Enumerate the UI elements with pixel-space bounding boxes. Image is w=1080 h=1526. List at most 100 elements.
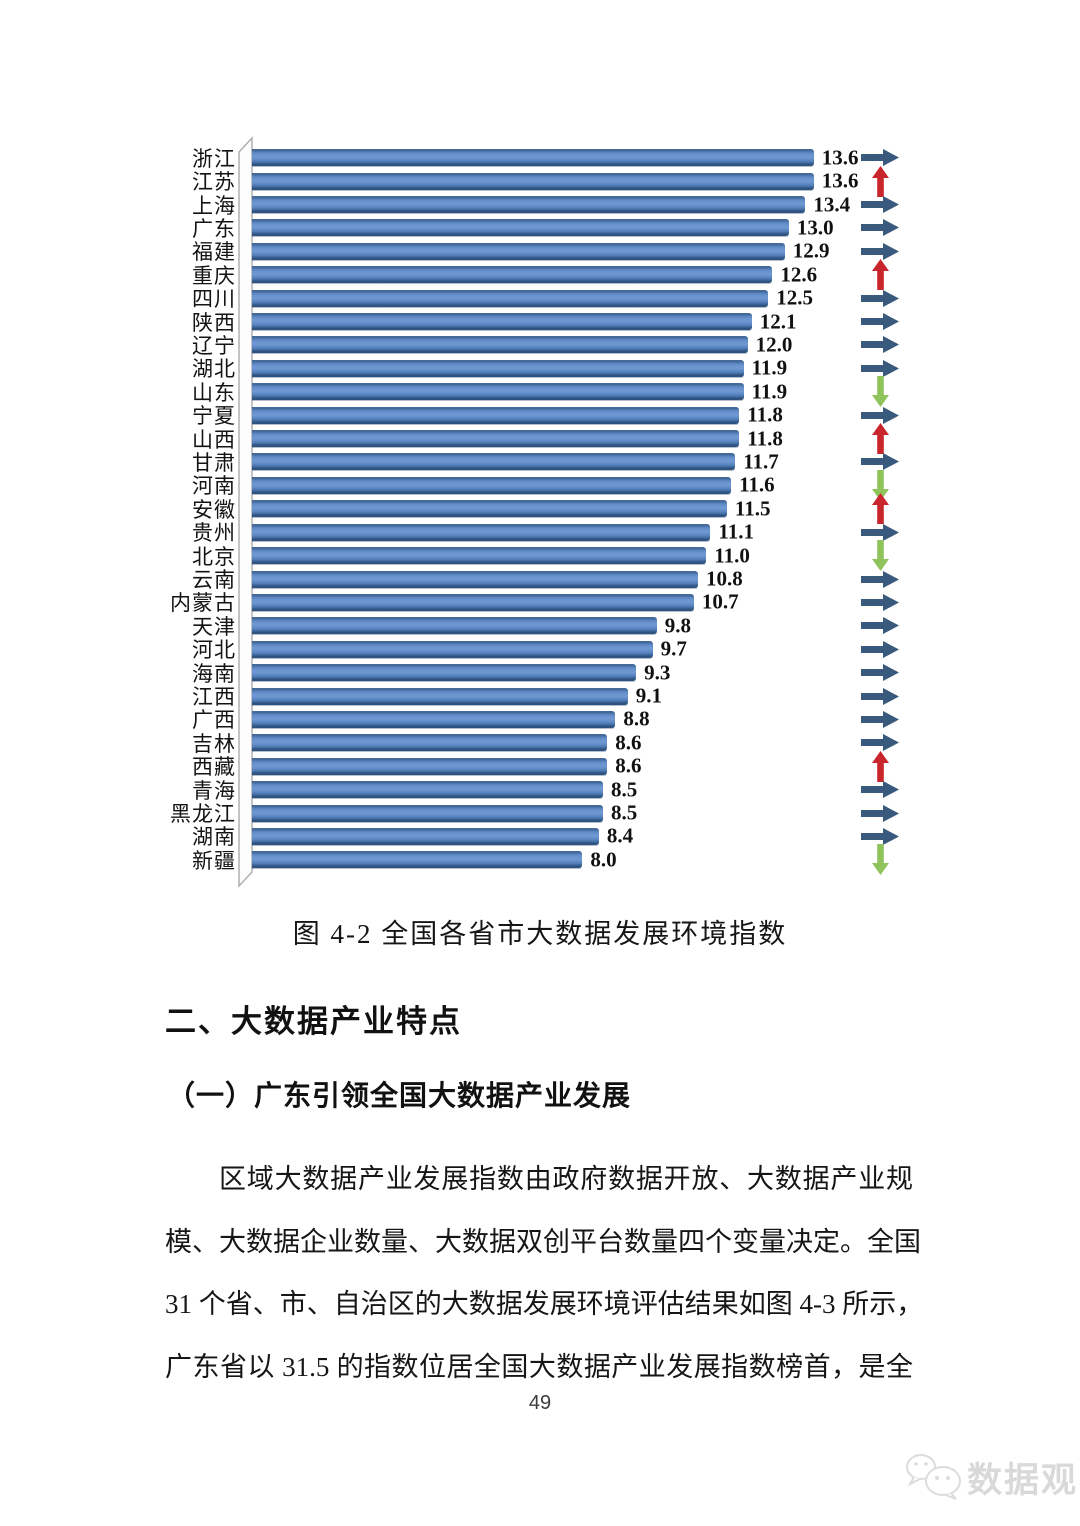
bar-track: 12.1 — [252, 309, 852, 333]
chart-row: 湖北 11.9 — [0, 356, 930, 381]
trend-cell — [852, 825, 908, 848]
bar — [252, 149, 814, 167]
category-label: 湖南 — [192, 825, 236, 850]
value-label: 8.0 — [590, 847, 617, 872]
bar — [252, 500, 727, 518]
trend-cell — [852, 165, 908, 197]
bar-track: 11.8 — [252, 403, 852, 427]
category-label: 北京 — [192, 544, 236, 569]
bar-track: 8.4 — [252, 824, 852, 848]
watermark-text: 数据观 — [967, 1460, 1079, 1500]
bar — [252, 453, 736, 471]
chart-row: 广西 8.8 — [0, 707, 930, 732]
trend-cell — [852, 708, 908, 731]
trend-up-icon — [871, 165, 889, 197]
bar — [252, 289, 769, 307]
trend-right-icon — [861, 219, 899, 237]
bar-track: 12.9 — [252, 239, 852, 263]
chart-row: 北京 11.0 — [0, 540, 930, 572]
bar — [252, 430, 740, 448]
category-label: 云南 — [192, 568, 236, 593]
bar — [252, 640, 653, 658]
trend-cell — [852, 403, 908, 426]
trend-cell — [852, 493, 908, 525]
trend-right-icon — [861, 453, 899, 471]
category-label: 贵州 — [192, 521, 236, 546]
value-label: 13.4 — [813, 192, 851, 217]
paragraph-line: 模、大数据企业数量、大数据双创平台数量四个变量决定。全国 — [165, 1226, 921, 1257]
trend-up-icon — [871, 423, 889, 455]
category-label: 吉林 — [192, 731, 236, 756]
trend-right-icon — [861, 570, 899, 588]
bar — [252, 734, 608, 752]
value-label: 11.0 — [714, 543, 750, 568]
value-label: 8.5 — [611, 777, 638, 802]
chart-row: 上海 13.4 — [0, 192, 930, 218]
bar — [252, 266, 773, 284]
bar — [252, 804, 603, 822]
category-label: 天津 — [192, 614, 236, 639]
value-label: 9.3 — [644, 660, 671, 685]
trend-up-icon — [871, 259, 889, 291]
trend-right-icon — [861, 664, 899, 682]
trend-cell — [852, 286, 908, 309]
bar-track: 13.4 — [252, 192, 852, 216]
section-heading: 二、大数据产业特点 — [165, 1004, 462, 1039]
bar-track: 12.6 — [252, 262, 852, 286]
trend-right-icon — [861, 313, 899, 331]
chart-row: 内蒙古 10.7 — [0, 590, 930, 615]
trend-right-icon — [861, 289, 899, 307]
bar-track: 9.1 — [252, 684, 852, 708]
bar — [252, 617, 657, 635]
bar — [252, 242, 785, 260]
chart-row: 重庆 12.6 — [0, 259, 930, 291]
bar-track: 9.8 — [252, 613, 852, 637]
trend-cell — [852, 614, 908, 637]
trend-up-icon — [871, 493, 889, 525]
bar — [252, 383, 744, 401]
chart-row: 江苏 13.6 — [0, 165, 930, 197]
bar-track: 10.8 — [252, 567, 852, 591]
bar-track: 8.6 — [252, 730, 852, 754]
wechat-icon — [906, 1454, 961, 1500]
bar-track: 11.1 — [252, 520, 852, 544]
trend-cell — [852, 357, 908, 380]
trend-right-icon — [861, 687, 899, 705]
value-label: 8.6 — [615, 753, 642, 778]
chart-row: 新疆 8.0 — [0, 844, 930, 876]
value-label: 8.5 — [611, 800, 638, 825]
trend-cell — [852, 731, 908, 754]
bar-track: 12.5 — [252, 286, 852, 310]
bar-track: 8.5 — [252, 801, 852, 825]
bar-track: 11.9 — [252, 356, 852, 380]
value-label: 11.1 — [718, 519, 754, 544]
value-label: 12.0 — [755, 332, 793, 357]
value-label: 9.7 — [660, 636, 687, 661]
value-label: 12.9 — [792, 238, 830, 263]
trend-cell — [852, 469, 908, 501]
trend-cell — [852, 844, 908, 876]
watermark: 数据观 — [903, 1450, 1078, 1504]
trend-right-icon — [861, 242, 899, 260]
trend-right-icon — [861, 359, 899, 377]
bar-track: 11.0 — [252, 543, 852, 567]
bar-track: 10.7 — [252, 590, 852, 614]
bar — [252, 687, 628, 705]
trend-cell — [852, 146, 908, 169]
bar — [252, 336, 748, 354]
value-label: 11.8 — [747, 426, 783, 451]
bar — [252, 664, 637, 682]
bar — [252, 781, 603, 799]
trend-right-icon — [861, 710, 899, 728]
figure-caption: 图 4-2 全国各省市大数据发展环境指数 — [292, 919, 788, 949]
trend-right-icon — [861, 640, 899, 658]
chart-row: 广东 13.0 — [0, 215, 930, 241]
bar-chart: 浙江 13.6 江苏 13.6 上海 13.4 广东 13.0 福建 12.9 重庆 12.6 四川 12… — [0, 136, 930, 888]
trend-down-icon — [871, 469, 889, 501]
chart-row: 辽宁 12.0 — [0, 332, 930, 358]
trend-right-icon — [861, 593, 899, 611]
trend-right-icon — [861, 336, 899, 354]
chart-row: 云南 10.8 — [0, 567, 930, 592]
trend-right-icon — [861, 734, 899, 752]
